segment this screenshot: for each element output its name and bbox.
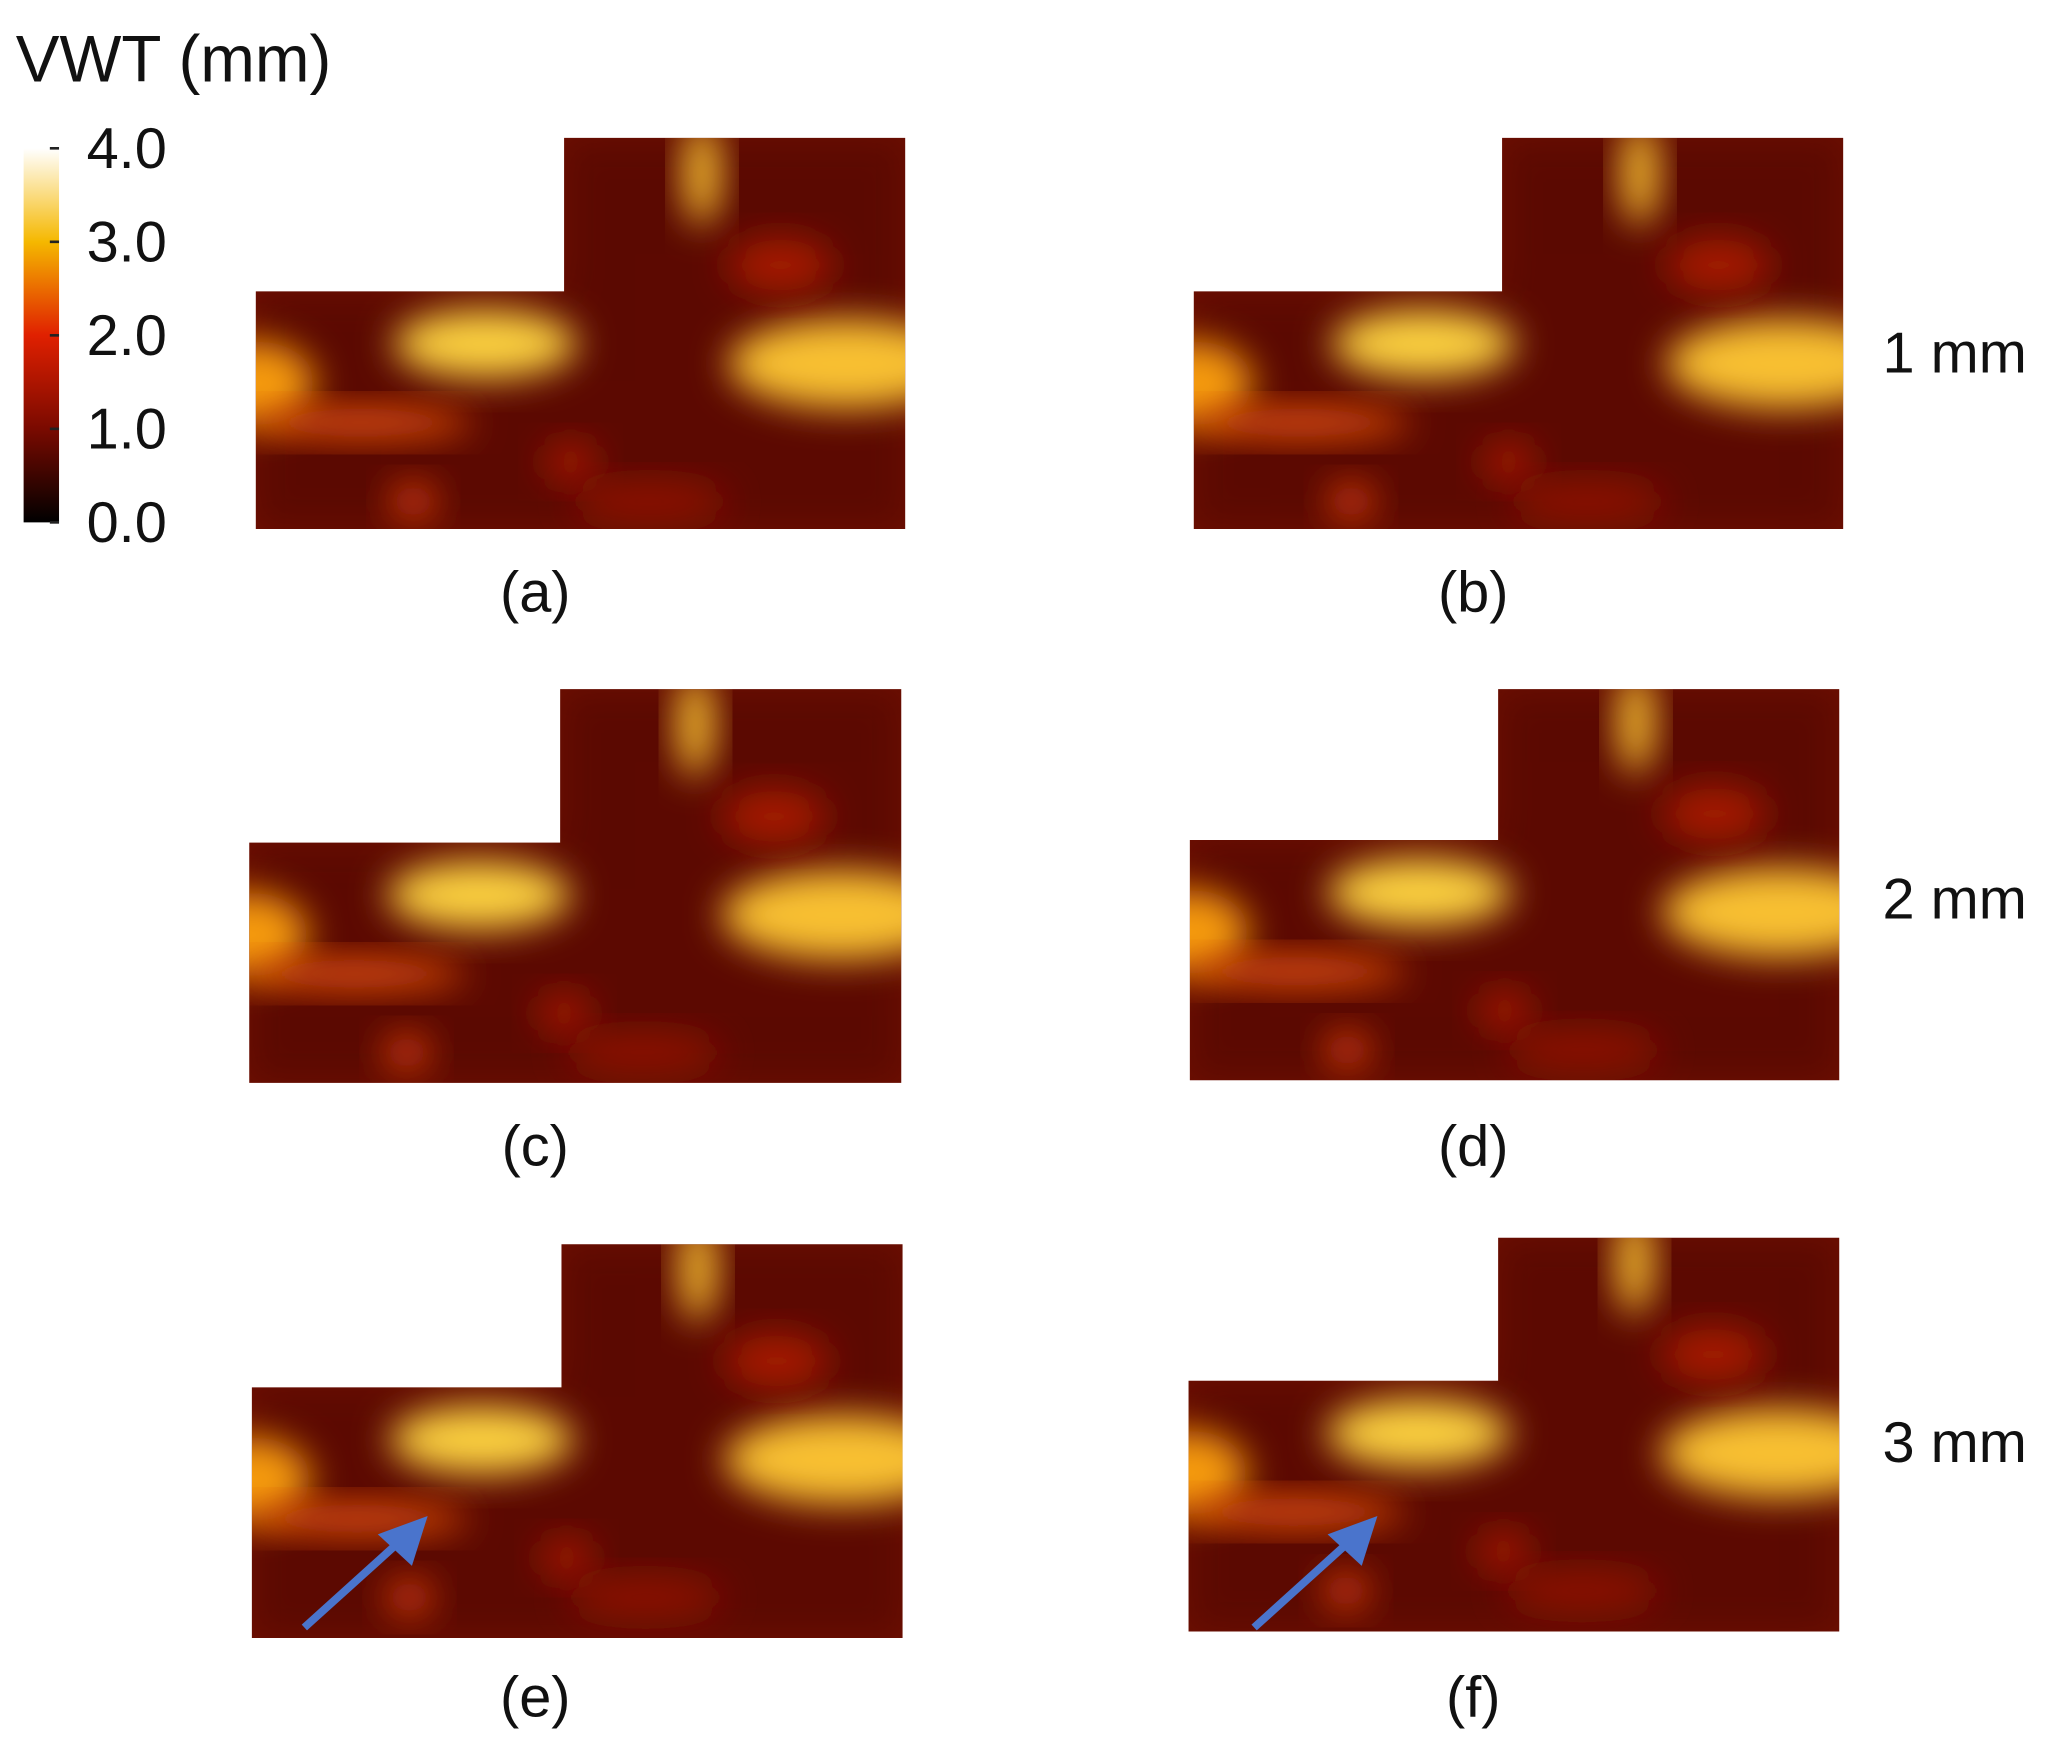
heatmap-blob [544, 442, 597, 482]
heatmap-blob [1662, 867, 1840, 957]
heatmap-blob [249, 892, 309, 977]
heatmap-blob [393, 309, 578, 378]
heatmap-blob [386, 861, 571, 930]
heatmap-blobs [251, 1244, 903, 1638]
heatmap-blob [1477, 1531, 1530, 1572]
heatmap-blobs [1193, 137, 1844, 529]
heatmap-blob [1617, 689, 1655, 775]
heatmap-blob [383, 1034, 431, 1071]
heatmap-blob [1621, 137, 1659, 226]
heatmap-blob [385, 1578, 433, 1616]
heatmap-blob [1666, 318, 1844, 409]
colorbar-tick-label: 1.0 [87, 398, 167, 462]
heatmap-blob [1616, 1237, 1653, 1316]
heatmap-blob [1327, 858, 1512, 927]
heatmap-blob [570, 481, 729, 522]
heatmap-blob [564, 1032, 722, 1073]
heatmap-blob [728, 318, 906, 409]
heatmap-blob [683, 137, 721, 226]
heatmap-blob [724, 1334, 830, 1388]
colorbar-tick-label: 4.0 [87, 117, 167, 181]
heatmap-blob [255, 406, 473, 439]
heatmap-blob [1322, 1572, 1370, 1610]
heatmap-blob [1188, 1430, 1248, 1515]
heatmap-blob [389, 1405, 574, 1474]
heatmap-blobs [1189, 689, 1840, 1081]
heatmap-blob [255, 341, 315, 426]
heatmap-blob [389, 483, 437, 520]
heatmap-blob [721, 870, 902, 960]
heatmap-blob [1662, 787, 1768, 840]
colorbar-tick-label: 2.0 [87, 304, 167, 368]
heatmap-blob [1482, 442, 1535, 482]
heatmap-blob [251, 1502, 469, 1535]
heatmap-blob [724, 1414, 903, 1505]
panel-label: (d) [1438, 1114, 1509, 1178]
colorbar-title: VWT (mm) [16, 22, 332, 95]
heatmap-blob [1508, 481, 1667, 522]
heatmap-blob [679, 1244, 717, 1322]
panel-label: (a) [500, 561, 571, 625]
heatmap-blobs [255, 137, 906, 529]
heatmap-blob [1660, 1408, 1840, 1498]
row-label: 2 mm [1883, 868, 2027, 932]
heatmap-blob [1503, 1571, 1661, 1611]
row-label: 1 mm [1883, 322, 2027, 386]
heatmap-blobs [1188, 1237, 1840, 1632]
heatmap-blob [1660, 1328, 1766, 1381]
heatmap-blob [1193, 341, 1253, 426]
heatmap-blob [1666, 238, 1772, 292]
heatmap-blob [1189, 955, 1407, 987]
heatmap-blob [251, 1437, 311, 1522]
colorbar-tick-label: 3.0 [87, 211, 167, 275]
heatmap-blob [1478, 990, 1531, 1031]
heatmap-blob [1327, 483, 1375, 520]
heatmap-blob [540, 1538, 593, 1578]
heatmap-blob [537, 993, 591, 1033]
heatmap-blob [1189, 889, 1249, 974]
heatmap-blob [728, 238, 834, 292]
panel-label: (e) [500, 1666, 571, 1730]
row-label: 3 mm [1883, 1411, 2027, 1475]
heatmap-blob [1193, 406, 1411, 439]
panel-label: (c) [502, 1114, 569, 1178]
arrow-head [377, 1515, 428, 1566]
colorbar-tick-label: 0.0 [87, 491, 167, 555]
heatmap-blob [1188, 1496, 1406, 1528]
heatmap-blob [1326, 1399, 1510, 1468]
panels [249, 137, 1844, 1638]
panel-label: (f) [1446, 1666, 1500, 1730]
heatmap-blob [676, 689, 714, 777]
arrow-head [1327, 1515, 1378, 1566]
heatmap-blob [566, 1577, 725, 1617]
heatmap-blob [1504, 1030, 1663, 1070]
heatmap-blob [721, 790, 827, 843]
heatmap-blob [1323, 1031, 1371, 1069]
heatmap-blob [1331, 309, 1516, 378]
heatmap-blobs [249, 689, 902, 1083]
heatmap-blob [249, 958, 466, 990]
panel-label: (b) [1438, 561, 1509, 625]
